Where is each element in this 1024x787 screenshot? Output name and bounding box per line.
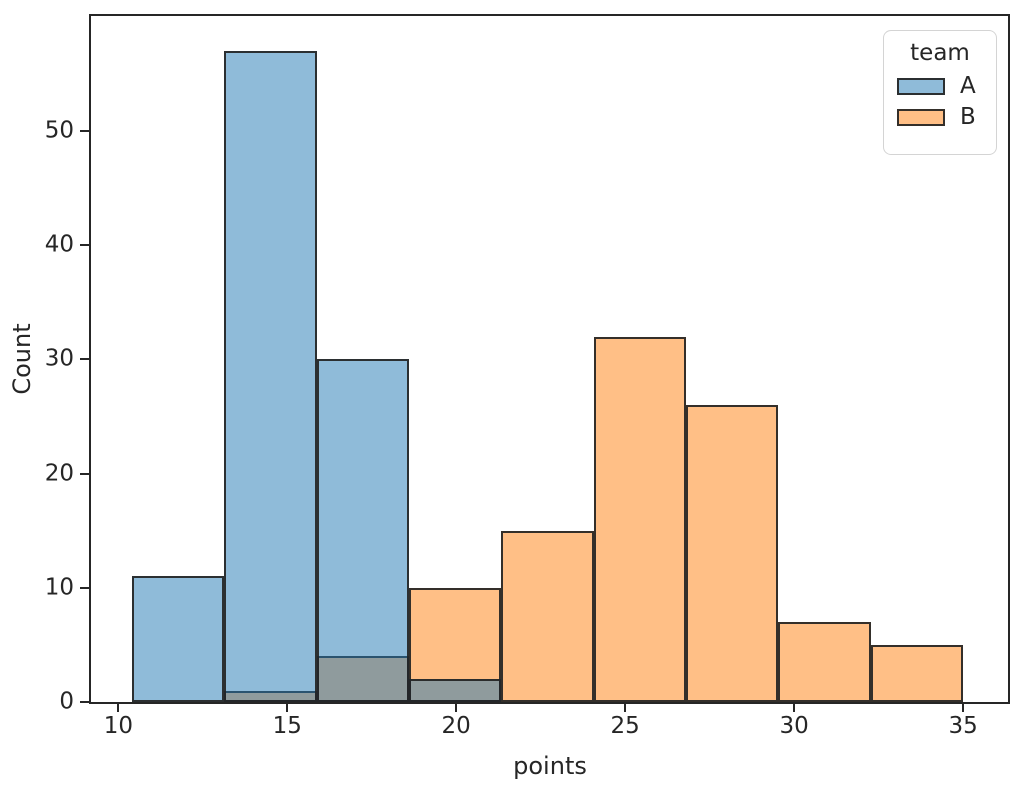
legend-swatch-b <box>897 108 945 126</box>
x-tick-15 <box>286 703 289 712</box>
bar-B-bin7 <box>686 405 779 702</box>
legend-title: team <box>910 40 970 66</box>
y-tick-label-50: 50 <box>44 117 74 144</box>
x-tick-label-15: 15 <box>272 713 302 739</box>
y-tick-label-30: 30 <box>44 345 74 372</box>
bar-B-bin6 <box>593 336 686 702</box>
y-tick-label-0: 0 <box>59 688 74 715</box>
legend-swatch-a <box>897 77 945 95</box>
bar-A-bin3 <box>316 359 409 702</box>
x-tick-label-25: 25 <box>610 713 640 739</box>
y-tick-30 <box>80 358 89 361</box>
y-tick-10 <box>80 586 89 589</box>
bar-B-bin8 <box>778 622 871 702</box>
y-tick-20 <box>80 472 89 475</box>
legend-label-a: A <box>960 73 976 99</box>
bar-B-bin5 <box>501 530 594 702</box>
x-axis-label: points <box>513 752 587 780</box>
y-tick-0 <box>80 701 89 703</box>
y-axis-label: Count <box>8 323 36 395</box>
legend-label-b: B <box>960 104 976 130</box>
bar-A-bin4 <box>408 679 502 702</box>
x-tick-25 <box>624 703 627 712</box>
x-tick-30 <box>793 703 796 712</box>
y-tick-50 <box>80 130 89 132</box>
bar-B-bin9 <box>870 644 963 702</box>
x-tick-label-30: 30 <box>779 713 809 739</box>
x-tick-20 <box>455 703 458 712</box>
y-tick-40 <box>80 244 89 247</box>
x-tick-35 <box>962 703 965 712</box>
x-tick-label-10: 10 <box>103 713 134 739</box>
bars-layer <box>91 16 1008 702</box>
legend-entry-b: B <box>897 104 983 130</box>
y-tick-label-40: 40 <box>44 231 74 258</box>
legend: team A B <box>883 30 997 155</box>
x-tick-10 <box>117 703 120 712</box>
y-tick-label-10: 10 <box>44 574 74 601</box>
bar-A-bin2 <box>224 51 317 702</box>
x-tick-label-20: 20 <box>441 713 471 739</box>
x-tick-label-35: 35 <box>948 713 978 739</box>
y-tick-label-20: 20 <box>44 459 74 486</box>
legend-entry-a: A <box>897 73 983 99</box>
bar-A-bin1 <box>131 576 225 702</box>
